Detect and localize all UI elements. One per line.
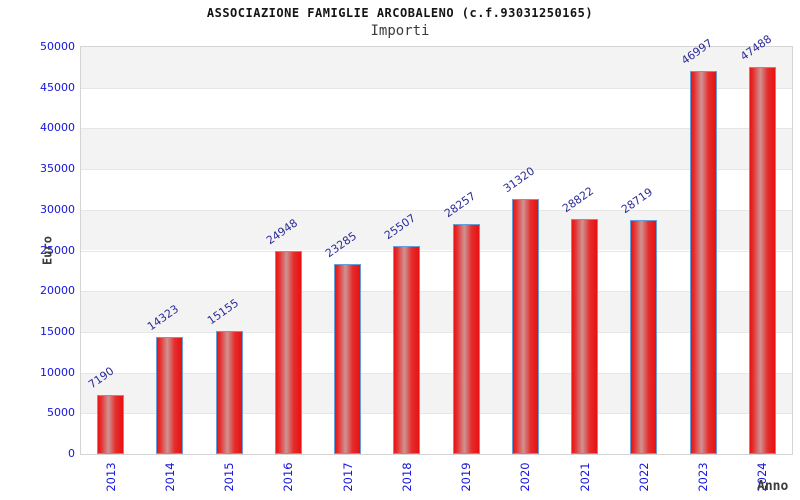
x-tick-label: 2021 bbox=[577, 462, 592, 492]
x-tick-label: 2016 bbox=[281, 462, 296, 492]
bar bbox=[156, 337, 184, 454]
x-tick-label: 2014 bbox=[162, 462, 177, 492]
grid-band bbox=[81, 413, 792, 454]
grid-band bbox=[81, 372, 792, 414]
grid-band bbox=[81, 331, 792, 373]
gridline bbox=[81, 372, 792, 374]
x-tick-label: 2015 bbox=[222, 462, 237, 492]
bar bbox=[511, 199, 539, 454]
chart-subtitle: Importi bbox=[370, 23, 430, 39]
y-axis-title: Euro bbox=[40, 236, 55, 265]
x-tick-label: 2019 bbox=[459, 462, 474, 492]
grid-band bbox=[81, 250, 792, 292]
gridline bbox=[81, 413, 792, 415]
y-tick-label: 35000 bbox=[40, 162, 75, 176]
bar bbox=[452, 223, 480, 454]
plot-area bbox=[80, 46, 793, 455]
grid-band bbox=[81, 291, 792, 332]
bar bbox=[571, 219, 599, 454]
chart-title: ASSOCIAZIONE FAMIGLIE ARCOBALENO (c.f.93… bbox=[206, 6, 594, 20]
y-tick-label: 45000 bbox=[40, 80, 75, 94]
x-axis-title: Anno bbox=[757, 479, 789, 494]
gridline bbox=[81, 291, 792, 293]
bar bbox=[630, 220, 658, 454]
grid-band bbox=[81, 87, 792, 129]
x-tick-label: 2020 bbox=[518, 462, 533, 492]
grid-band bbox=[81, 47, 792, 88]
x-tick-label: 2013 bbox=[103, 462, 118, 492]
bar bbox=[274, 250, 302, 454]
gridline bbox=[81, 331, 792, 333]
bar bbox=[215, 330, 243, 454]
x-tick-label: 2017 bbox=[340, 462, 355, 492]
x-tick-label: 2023 bbox=[696, 462, 711, 492]
bar bbox=[748, 67, 776, 454]
grid-band bbox=[81, 209, 792, 251]
y-tick-label: 0 bbox=[68, 447, 75, 460]
y-tick-label: 15000 bbox=[40, 324, 75, 338]
y-tick-label: 5000 bbox=[47, 406, 75, 420]
gridline bbox=[81, 128, 792, 130]
grid-band bbox=[81, 128, 792, 170]
bar bbox=[393, 246, 421, 454]
bar bbox=[97, 395, 125, 454]
grid-band bbox=[81, 169, 792, 210]
y-tick-label: 10000 bbox=[40, 365, 75, 379]
y-tick-label: 40000 bbox=[40, 121, 75, 135]
bar bbox=[689, 71, 717, 454]
x-tick-label: 2018 bbox=[399, 462, 414, 492]
y-tick-label: 30000 bbox=[40, 202, 75, 216]
y-tick-label: 50000 bbox=[40, 40, 75, 53]
gridline bbox=[81, 209, 792, 211]
bar bbox=[334, 264, 362, 454]
y-tick-label: 25000 bbox=[40, 243, 75, 257]
gridline bbox=[81, 169, 792, 171]
x-tick-label: 2022 bbox=[636, 462, 651, 492]
y-tick-label: 20000 bbox=[40, 284, 75, 298]
gridline bbox=[81, 87, 792, 89]
gridline bbox=[81, 250, 792, 252]
